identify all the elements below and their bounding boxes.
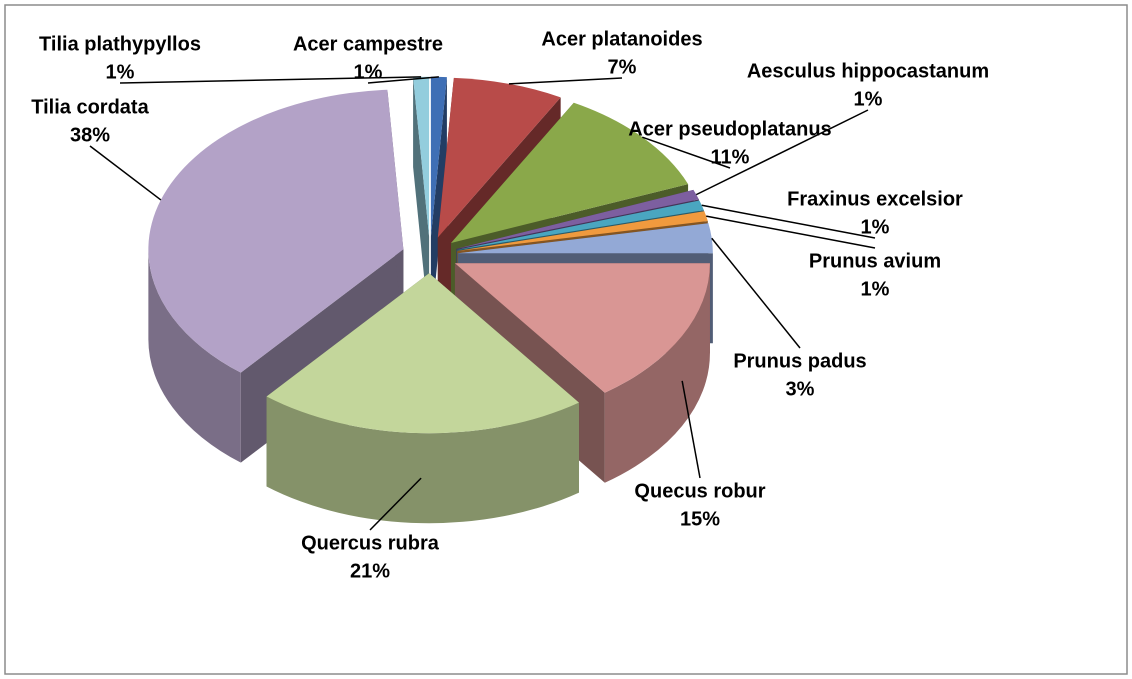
data-label-value: 3%: [786, 378, 815, 400]
data-label-name: Acer pseudoplatanus: [628, 118, 831, 140]
data-label-value: 15%: [680, 508, 720, 530]
pie-slice: [266, 273, 580, 524]
data-label-name: Prunus padus: [733, 350, 866, 372]
data-label-name: Acer platanoides: [541, 28, 702, 50]
slice-top: [437, 77, 561, 238]
pie-slice: [430, 76, 447, 327]
data-label-name: Fraxinus excelsior: [787, 188, 963, 210]
slice-top: [456, 189, 699, 249]
leader-line: [369, 477, 422, 531]
slice-top: [430, 76, 447, 237]
slice-top: [266, 273, 580, 434]
data-label-value: 38%: [70, 124, 110, 146]
slice-top: [457, 211, 708, 252]
leader-line: [508, 77, 623, 85]
slice-side-wall: [413, 77, 430, 327]
slice-outer-wall: [604, 263, 710, 483]
data-label-value: 1%: [854, 88, 883, 110]
leader-line: [706, 215, 876, 249]
data-label-name: Acer campestre: [293, 33, 443, 55]
leader-line: [695, 109, 869, 196]
leader-line: [681, 380, 701, 479]
slice-top: [454, 263, 710, 393]
data-label-value: 11%: [711, 146, 750, 168]
data-label-value: 1%: [861, 278, 890, 300]
data-label-name: Aesculus hippocastanum: [747, 60, 989, 82]
data-label-name: Tilia plathypyllos: [39, 33, 201, 55]
slice-top: [148, 89, 404, 373]
leader-line: [89, 145, 162, 201]
leader-line: [711, 237, 801, 349]
data-label-name: Quercus rubra: [301, 532, 440, 554]
data-label-value: 7%: [608, 56, 637, 78]
data-label-value: 1%: [354, 61, 383, 83]
data-label-name: Prunus avium: [809, 250, 941, 272]
data-label-value: 1%: [106, 61, 135, 83]
slice-side-wall: [430, 77, 447, 327]
data-label-name: Tilia cordata: [31, 96, 149, 118]
slice-top: [413, 76, 430, 237]
slice-top: [457, 223, 713, 254]
leader-line: [701, 204, 876, 239]
data-label-value: 21%: [350, 560, 390, 582]
pie-slice: [413, 76, 430, 327]
leader-line: [642, 136, 731, 169]
slice-outer-wall: [266, 396, 580, 524]
leader-line: [367, 76, 439, 84]
slice-top: [451, 102, 689, 243]
slice-top: [456, 200, 704, 250]
data-label-name: Quecus robur: [634, 480, 765, 502]
data-label-value: 1%: [861, 216, 890, 238]
leader-line: [119, 76, 422, 84]
slice-outer-wall: [148, 249, 241, 463]
